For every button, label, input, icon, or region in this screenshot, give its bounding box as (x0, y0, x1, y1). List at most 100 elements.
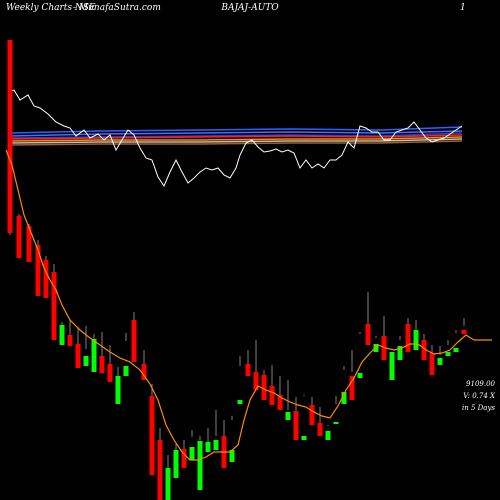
candle-body (365, 324, 371, 345)
candle-45 (373, 336, 379, 352)
candle-12 (107, 345, 113, 382)
candle-35 (293, 397, 299, 440)
candle-body (67, 335, 73, 346)
moving-average-layer (5, 149, 492, 461)
candle-body (293, 411, 299, 440)
candle-body (397, 346, 403, 360)
candle-body (253, 372, 259, 390)
candle-body (83, 356, 89, 366)
candle-body (131, 320, 137, 362)
candle-48 (397, 336, 403, 360)
candle-0 (7, 40, 13, 235)
candle-body (237, 400, 243, 404)
candle-38 (317, 407, 323, 436)
candle-39 (325, 425, 331, 440)
candle-14 (123, 333, 129, 376)
candle-29 (245, 350, 251, 376)
candle-body (43, 260, 49, 298)
header-source: - MunafaSutra.com (73, 3, 161, 13)
side-period: in 5 Days (462, 404, 495, 412)
candle-body (373, 344, 379, 352)
band-line-4 (9, 136, 463, 142)
candle-8 (75, 327, 81, 368)
candle-body (357, 373, 363, 378)
candle-51 (421, 334, 427, 360)
candle-body (173, 450, 179, 478)
candle-13 (115, 367, 121, 404)
candle-body (149, 396, 155, 475)
candle-body (445, 352, 451, 356)
side-change: V: 0.74 X (463, 392, 496, 400)
band-line-1 (9, 130, 463, 137)
candle-42 (349, 350, 355, 400)
candle-21 (181, 440, 187, 468)
candle-body (35, 245, 41, 296)
candle-body (453, 348, 459, 352)
candle-22 (189, 430, 195, 460)
moving-average-bands (9, 126, 463, 146)
header-symbol: BAJAJ-AUTO (220, 3, 279, 13)
candle-1 (16, 214, 22, 258)
candle-4 (43, 256, 49, 298)
candle-19 (165, 455, 171, 500)
candle-body (181, 449, 187, 468)
candle-body (277, 395, 283, 410)
candle-body (7, 40, 13, 233)
candle-body (429, 353, 435, 375)
candle-37 (309, 397, 315, 425)
band-line-3 (9, 134, 463, 140)
indicator-line (7, 89, 463, 188)
candle-16 (141, 350, 147, 380)
candle-body (197, 441, 203, 490)
candle-body (229, 450, 235, 462)
moving-average-line (5, 149, 492, 461)
candle-body (123, 366, 129, 376)
candle-28 (237, 356, 243, 404)
candle-body (107, 364, 113, 382)
candle-31 (261, 370, 267, 400)
indicator-layer (7, 89, 463, 188)
candle-56 (461, 318, 467, 334)
candle-body (413, 330, 419, 350)
candle-body (245, 364, 251, 376)
candle-27 (229, 416, 235, 462)
candle-body (349, 376, 355, 400)
candle-body (189, 447, 195, 460)
candle-body (381, 336, 387, 360)
candle-54 (445, 340, 451, 356)
candle-15 (131, 312, 137, 362)
candle-body (333, 422, 339, 424)
candle-49 (405, 318, 411, 352)
candles-layer (7, 40, 467, 500)
candle-30 (253, 340, 259, 390)
candle-body (461, 330, 467, 334)
candle-body (261, 375, 267, 400)
candle-body (301, 436, 307, 440)
candle-body (213, 440, 219, 450)
candle-18 (157, 428, 163, 500)
candle-body (59, 325, 65, 345)
candle-body (51, 272, 57, 340)
candle-55 (453, 330, 459, 352)
candle-33 (277, 376, 283, 410)
candle-body (269, 386, 275, 405)
candle-body (437, 358, 443, 365)
candle-41 (341, 366, 347, 404)
candle-body (205, 442, 211, 452)
candle-body (285, 412, 291, 420)
candle-7 (67, 320, 73, 346)
candle-25 (213, 410, 219, 450)
candle-44 (365, 292, 371, 345)
header-right: 1 (460, 3, 466, 13)
candle-24 (205, 428, 211, 452)
candle-46 (381, 316, 387, 360)
candle-body (421, 340, 427, 360)
candle-50 (413, 320, 419, 350)
candle-40 (333, 396, 339, 424)
candle-34 (285, 380, 291, 420)
candle-body (141, 364, 147, 380)
candle-17 (149, 384, 155, 475)
band-line-6 (9, 140, 463, 146)
